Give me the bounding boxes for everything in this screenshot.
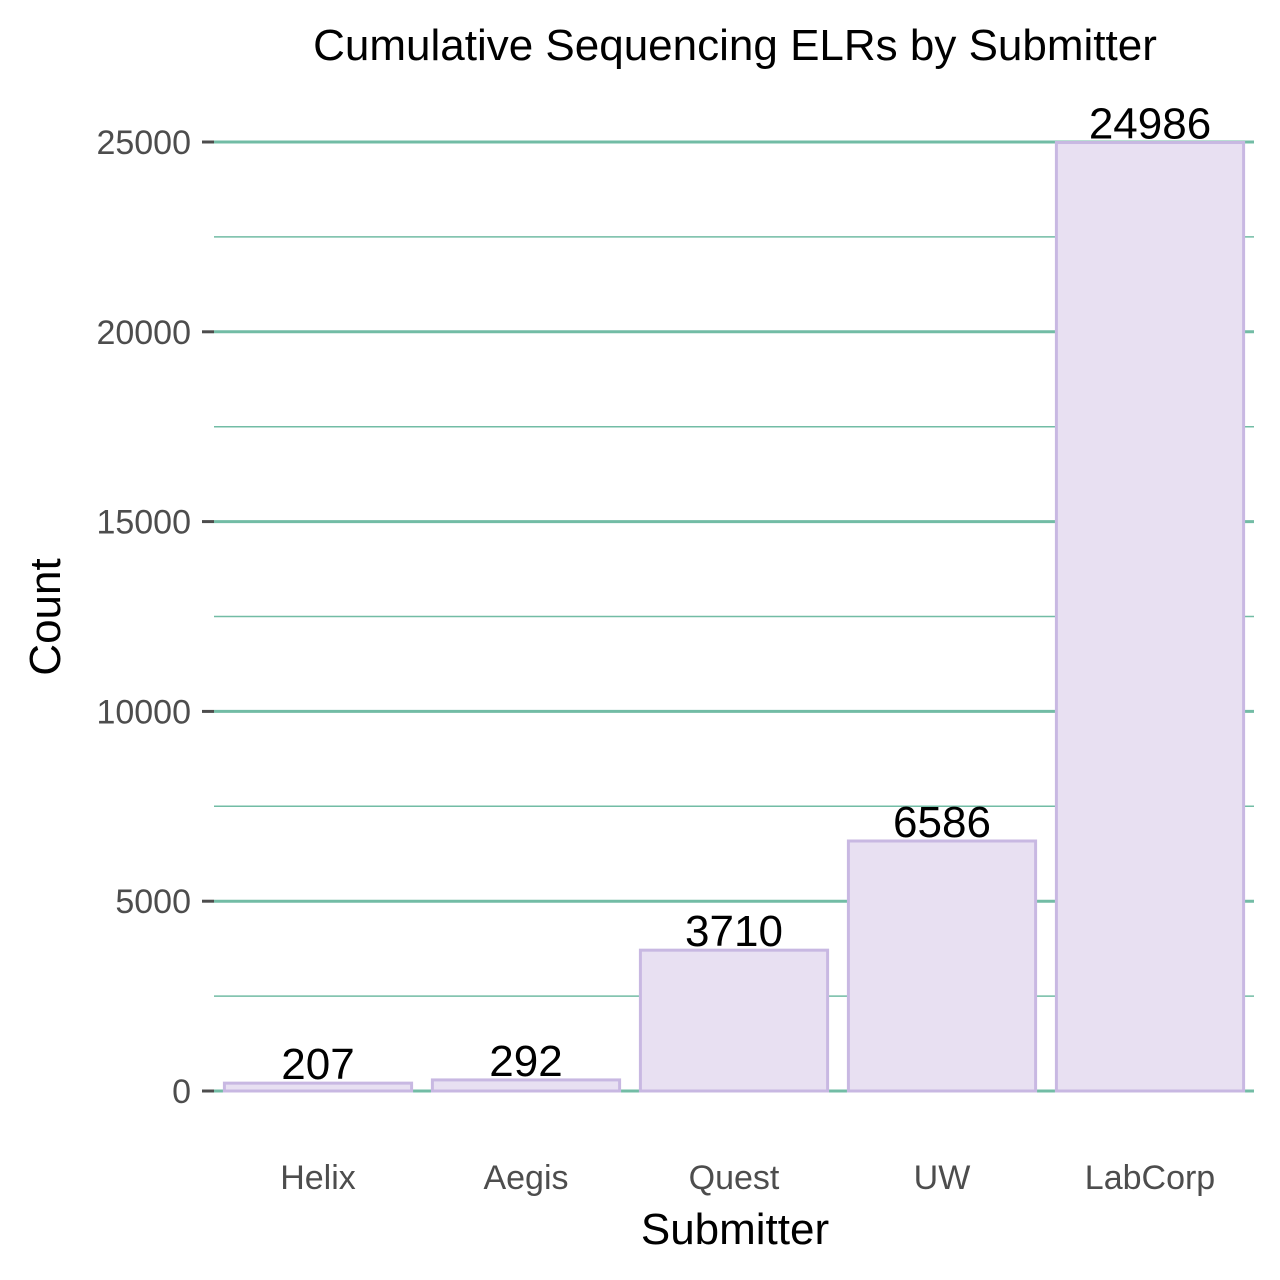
y-axis-title: Count [21,558,70,675]
y-tick-label: 10000 [96,693,191,731]
x-tick-label-quest: Quest [689,1159,780,1197]
x-tick-label-helix: Helix [280,1159,356,1197]
x-axis-title: Submitter [641,1205,829,1254]
x-axis-ticks: Helix Aegis Quest UW LabCorp [280,1159,1215,1197]
data-label-uw: 6586 [893,798,991,847]
bar-helix [222,1081,414,1093]
data-label-quest: 3710 [685,907,783,956]
bars [222,141,1246,1093]
x-tick-label-aegis: Aegis [483,1159,568,1197]
x-tick-label-uw: UW [914,1159,971,1197]
y-tick-label: 15000 [96,504,191,542]
y-tick-label: 20000 [96,314,191,352]
y-axis-ticks: 0 5000 10000 15000 20000 25000 [96,124,214,1111]
y-tick-label: 25000 [96,124,191,162]
bar-aegis [430,1078,622,1093]
data-label-labcorp: 24986 [1089,100,1211,149]
x-tick-label-labcorp: LabCorp [1085,1159,1215,1197]
data-labels: 207 292 3710 6586 24986 [281,100,1211,1090]
bar-quest [638,948,830,1093]
bar-labcorp [1054,141,1246,1093]
bar-uw [846,839,1038,1093]
y-tick-label: 0 [172,1073,191,1111]
y-tick-label: 5000 [115,883,191,921]
data-label-helix: 207 [281,1040,354,1089]
data-label-aegis: 292 [489,1037,562,1086]
chart-title: Cumulative Sequencing ELRs by Submitter [313,21,1157,70]
